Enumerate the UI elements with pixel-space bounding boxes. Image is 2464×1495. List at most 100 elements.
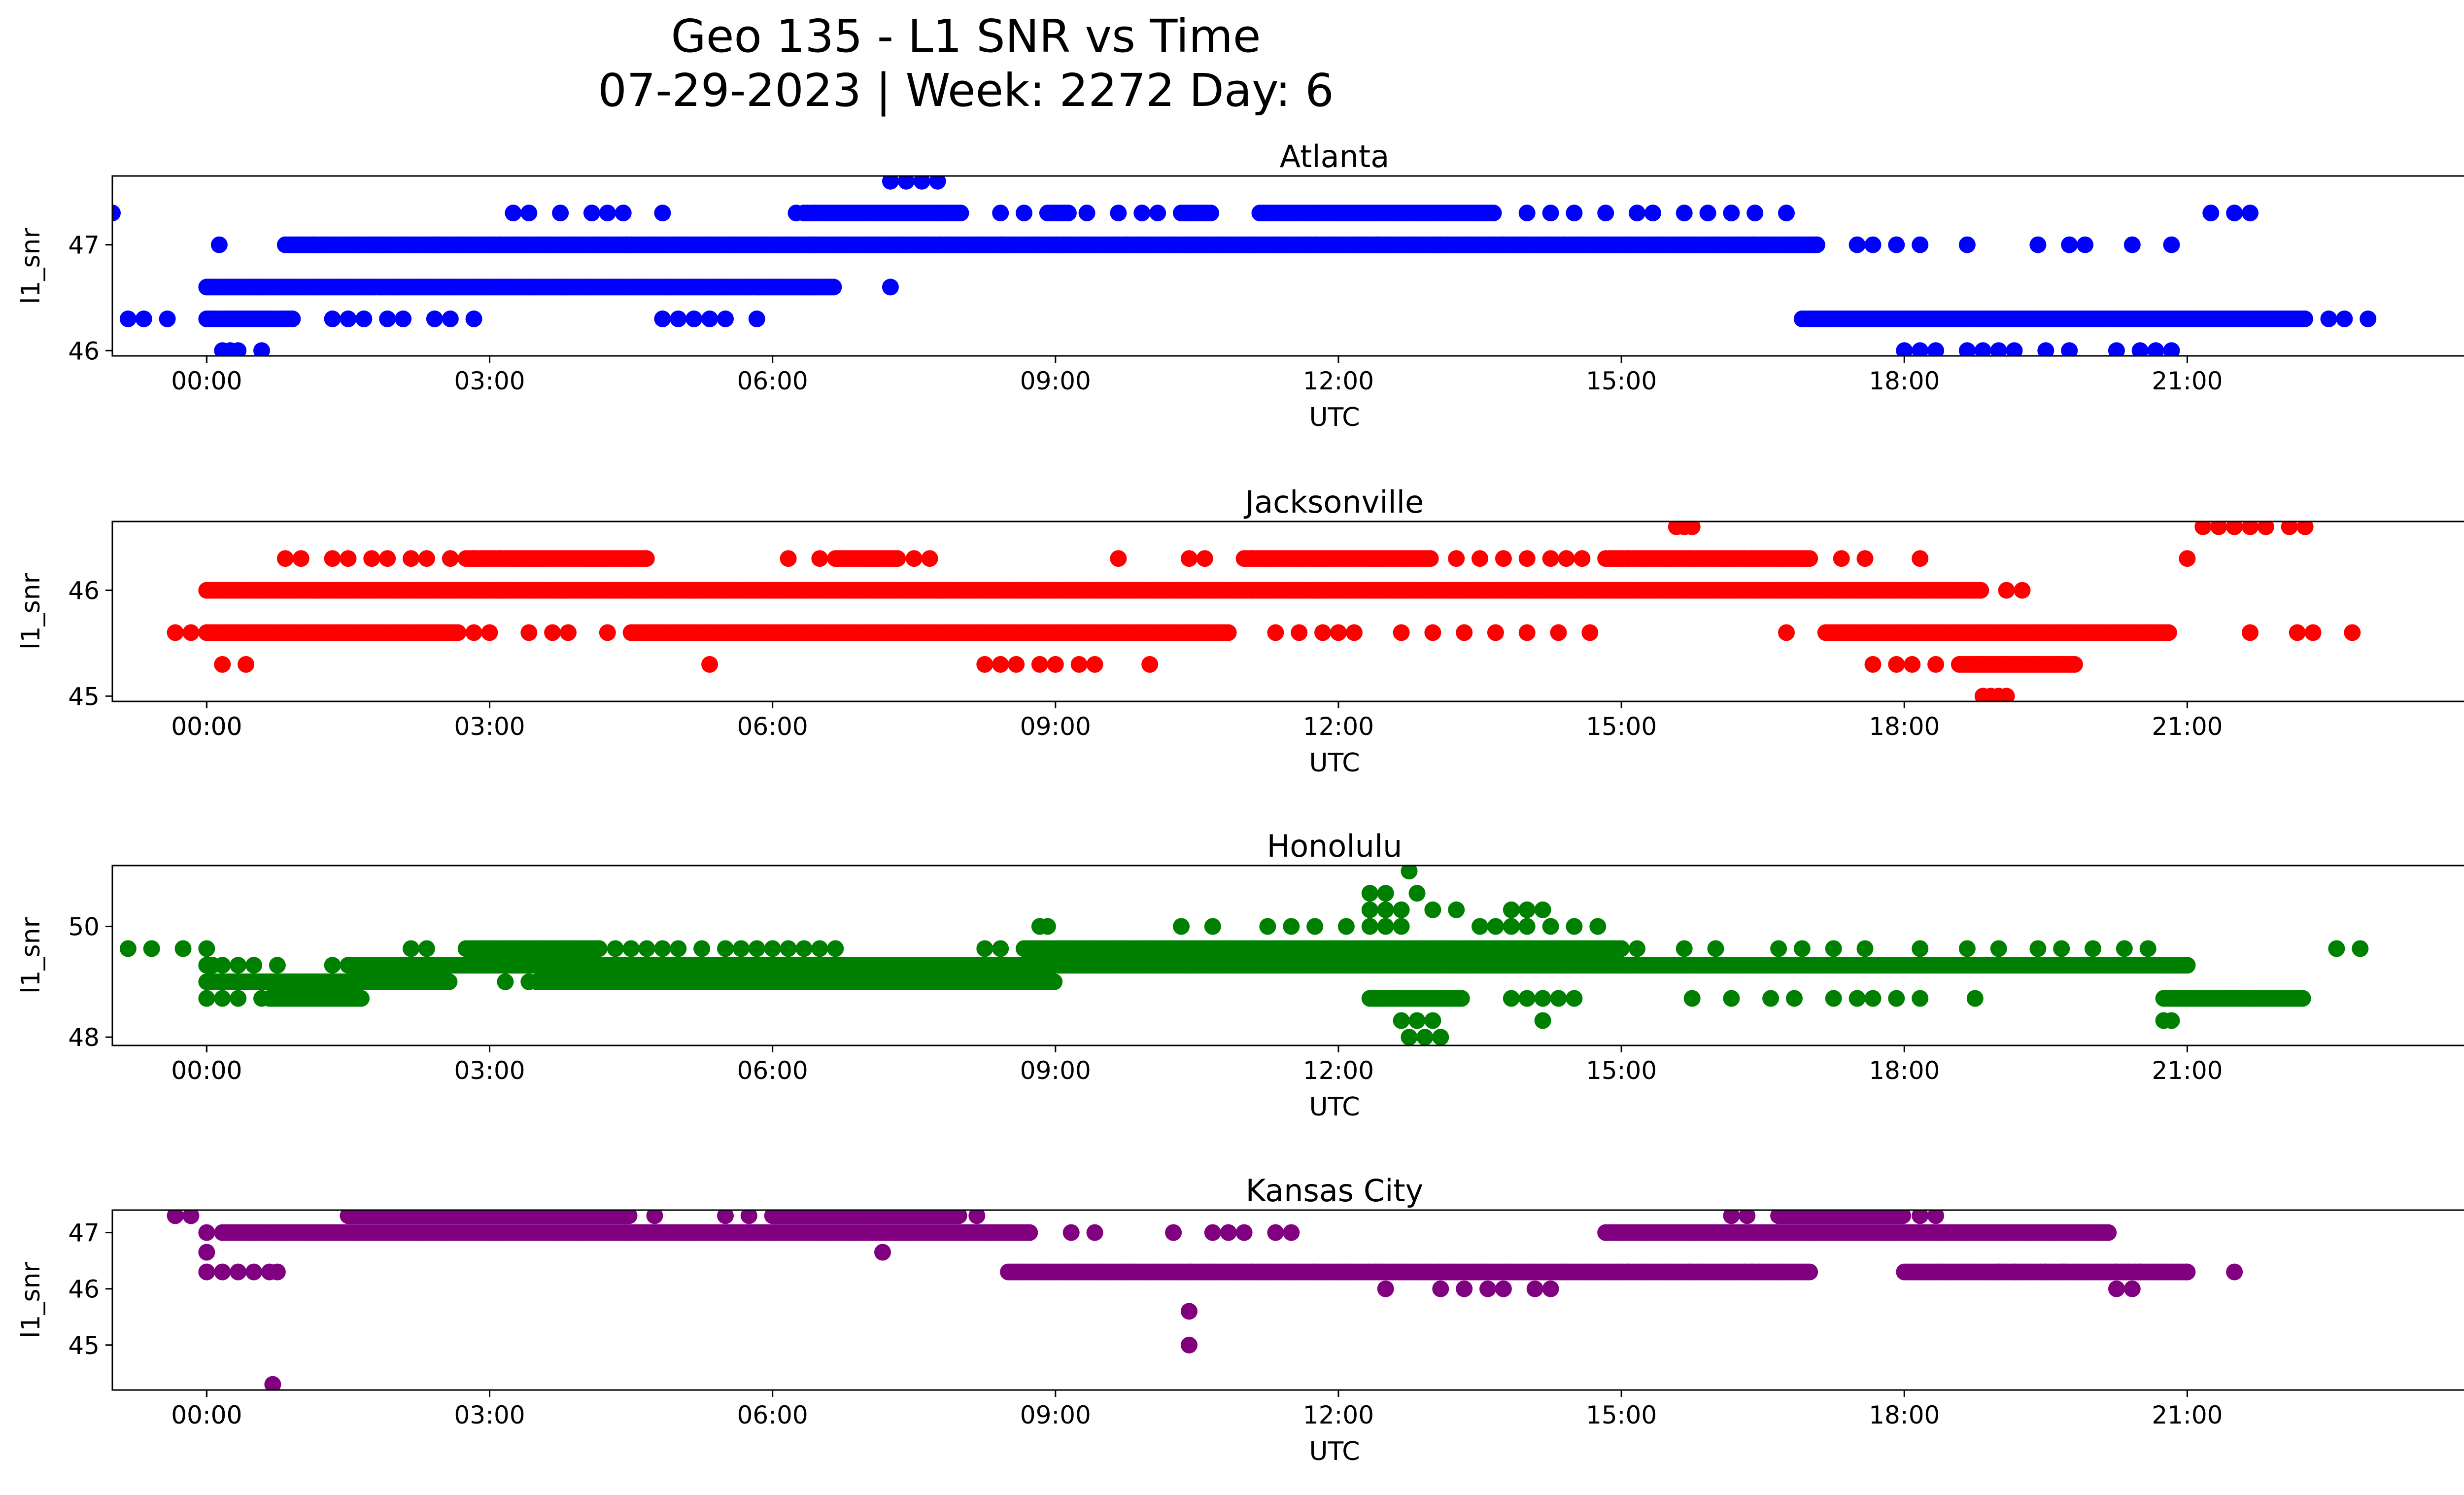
data-point: [167, 1210, 184, 1224]
data-point: [1888, 236, 1905, 253]
y-tick-label: 50: [68, 913, 100, 941]
x-tick-label: 00:00: [171, 712, 242, 741]
data-point: [1958, 940, 1976, 957]
data-point: [269, 957, 286, 974]
data-point: [1793, 940, 1811, 957]
data-point: [992, 205, 1009, 222]
data-point: [889, 550, 906, 567]
data-point: [1518, 624, 1536, 641]
data-point: [1581, 624, 1599, 641]
data-point: [1629, 940, 1645, 957]
data-point: [1448, 550, 1465, 567]
data-point: [1998, 688, 2015, 701]
x-tick-label: 00:00: [171, 712, 242, 741]
y-tick-label: 45: [68, 682, 100, 711]
data-point: [1361, 885, 1378, 902]
data-point: [403, 550, 419, 567]
data-point: [1770, 940, 1787, 957]
data-point: [1518, 550, 1536, 567]
x-tick-label: 03:00: [454, 712, 525, 741]
data-point: [1723, 1210, 1740, 1224]
data-point: [1699, 205, 1716, 222]
data-point: [1416, 1029, 1434, 1045]
data-point: [1864, 656, 1882, 673]
data-point: [1401, 866, 1418, 880]
data-point: [1896, 342, 1913, 356]
data-point: [1485, 205, 1502, 222]
data-point: [1031, 656, 1048, 673]
data-point: [2131, 342, 2149, 356]
data-point: [1149, 205, 1166, 222]
x-tick-label: 09:00: [1020, 367, 1091, 395]
data-point: [1503, 918, 1520, 935]
data-point: [2304, 624, 2322, 641]
data-points: [167, 522, 2361, 701]
data-point: [1825, 940, 1842, 957]
x-tick-label: 18:00: [1869, 712, 1940, 741]
data-point: [905, 550, 923, 567]
data-point: [1408, 885, 1426, 902]
data-point: [583, 205, 600, 222]
data-point: [2163, 1012, 2180, 1029]
data-point: [2202, 205, 2220, 222]
data-point: [1204, 918, 1221, 935]
data-point: [2296, 310, 2313, 327]
data-point: [403, 940, 419, 957]
data-point: [1424, 901, 1441, 918]
data-point: [2123, 236, 2141, 253]
data-point: [1141, 656, 1159, 673]
data-point: [952, 205, 969, 222]
data-point: [2281, 522, 2298, 535]
data-point: [654, 310, 671, 327]
plot-frame: [111, 521, 2464, 702]
data-point: [795, 940, 813, 957]
data-point: [1424, 1012, 1441, 1029]
data-point: [1833, 550, 1850, 567]
x-tick-label: 09:00: [1020, 712, 1091, 741]
data-point: [1361, 918, 1378, 935]
data-point: [182, 1210, 200, 1224]
x-tick-label: 00:00: [171, 1056, 242, 1085]
data-point: [2257, 522, 2274, 535]
data-point: [1110, 550, 1127, 567]
data-point: [1086, 1224, 1103, 1241]
data-point: [1825, 990, 1842, 1007]
data-point: [520, 205, 538, 222]
data-point: [1487, 624, 1504, 641]
data-point: [1683, 522, 1701, 535]
data-point: [1393, 1012, 1410, 1029]
data-point: [874, 1244, 891, 1261]
data-point: [1060, 205, 1077, 222]
data-point: [2100, 1224, 2117, 1241]
data-point: [2242, 522, 2259, 535]
figure-title-line2: 07-29-2023 | Week: 2272 Day: 6: [598, 64, 1334, 117]
data-point: [1235, 1224, 1253, 1241]
data-point: [929, 176, 946, 190]
data-point: [620, 1210, 638, 1224]
y-tick-label: 47: [68, 231, 100, 260]
data-point: [1062, 1224, 1080, 1241]
data-point: [355, 310, 373, 327]
data-point: [2147, 342, 2164, 356]
data-point: [1550, 990, 1567, 1007]
x-tick-label: 21:00: [2152, 1056, 2223, 1085]
data-point: [693, 940, 711, 957]
data-point: [253, 342, 270, 356]
data-point: [1566, 918, 1583, 935]
x-axis-label: UTC: [1309, 748, 1360, 778]
data-point: [1345, 624, 1363, 641]
data-point: [2179, 550, 2196, 567]
data-point: [210, 236, 228, 253]
data-point: [1904, 656, 1921, 673]
data-point: [1739, 1210, 1756, 1224]
data-point: [1927, 342, 1945, 356]
data-point: [732, 940, 750, 957]
data-point: [1864, 990, 1882, 1007]
data-point: [1746, 205, 1764, 222]
data-point: [1377, 885, 1394, 902]
data-point: [1972, 582, 1989, 599]
data-point: [1974, 342, 1991, 356]
